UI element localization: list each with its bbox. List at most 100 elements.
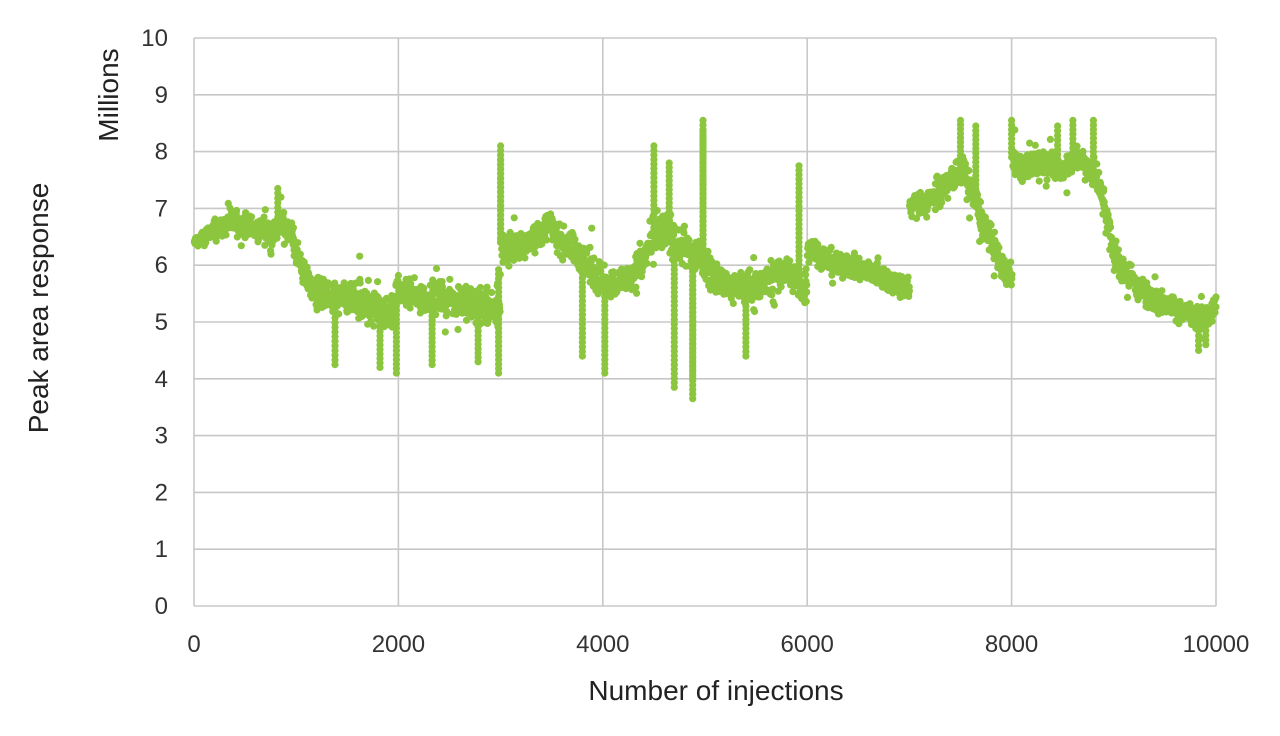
data-point	[280, 208, 288, 217]
data-point	[990, 228, 999, 236]
y-tick-label: 1	[155, 536, 168, 563]
outlier-point	[497, 156, 505, 164]
data-point	[680, 222, 689, 230]
data-point	[777, 283, 785, 291]
data-point	[296, 250, 304, 258]
data-point	[643, 259, 651, 267]
outlier-point	[495, 369, 503, 377]
data-point	[483, 283, 491, 291]
data-point	[443, 307, 451, 316]
data-point	[340, 279, 348, 287]
outlier-point	[689, 395, 697, 403]
data-point	[990, 272, 998, 280]
data-point	[638, 273, 646, 281]
outlier-point	[1008, 116, 1016, 124]
data-point	[786, 257, 794, 265]
outlier-point	[699, 116, 707, 124]
y-tick-label: 9	[155, 82, 168, 109]
data-point	[855, 254, 863, 262]
data-point	[1042, 182, 1050, 190]
y-tick-label: 4	[155, 366, 168, 393]
data-point	[590, 254, 598, 262]
data-point	[904, 273, 912, 281]
data-point	[420, 284, 428, 292]
data-point	[685, 236, 693, 244]
data-point	[476, 283, 484, 292]
outlier-point	[1195, 346, 1203, 354]
data-point	[543, 236, 551, 244]
data-point	[521, 254, 529, 262]
data-point	[261, 206, 269, 214]
data-point	[1208, 317, 1216, 325]
data-point	[571, 235, 579, 243]
data-point	[1127, 261, 1135, 269]
data-point	[356, 279, 364, 287]
data-point	[441, 328, 449, 336]
data-point	[374, 278, 382, 286]
data-point	[1007, 258, 1015, 266]
data-point	[987, 221, 995, 229]
data-point	[1043, 176, 1051, 184]
data-point	[1100, 185, 1108, 193]
data-point	[789, 288, 797, 296]
data-point	[814, 241, 822, 249]
data-point	[454, 325, 462, 334]
data-point	[1211, 308, 1219, 317]
y-tick-label: 5	[155, 309, 168, 336]
data-point	[1197, 292, 1205, 301]
data-point	[636, 239, 644, 247]
data-point	[905, 287, 914, 295]
data-point	[746, 266, 754, 274]
data-point	[1114, 246, 1122, 254]
data-point	[802, 265, 810, 273]
x-tick-label: 8000	[985, 631, 1038, 658]
data-point	[505, 262, 513, 270]
data-points	[190, 116, 1220, 403]
data-point	[713, 260, 721, 268]
data-point	[331, 279, 339, 287]
data-point	[222, 231, 230, 239]
data-point	[1212, 303, 1220, 311]
data-point	[944, 194, 952, 202]
data-point	[289, 224, 297, 232]
data-point	[874, 254, 882, 262]
outlier-point	[972, 122, 980, 130]
data-point	[965, 167, 973, 175]
data-point	[632, 283, 640, 291]
data-point	[803, 288, 811, 296]
data-point	[363, 289, 371, 297]
y-axis-title: Peak area response	[23, 183, 54, 434]
x-tick-label: 6000	[781, 631, 834, 658]
data-point	[802, 297, 810, 306]
data-point	[768, 291, 776, 299]
data-point	[446, 275, 454, 283]
y-tick-label: 7	[155, 195, 168, 222]
outlier-point	[1069, 116, 1077, 124]
data-point	[1026, 139, 1034, 147]
y-tick-label: 2	[155, 479, 168, 506]
data-point	[966, 214, 974, 222]
x-tick-label: 4000	[576, 631, 629, 658]
data-point	[1008, 271, 1016, 279]
y-tick-label: 10	[141, 25, 168, 52]
outlier-point	[497, 142, 505, 150]
data-point	[850, 249, 859, 257]
outlier-point	[601, 369, 609, 377]
data-point	[588, 224, 596, 232]
outlier-point	[1202, 341, 1210, 349]
y-unit-label: Millions	[93, 48, 124, 141]
x-axis-title: Number of injections	[588, 675, 843, 706]
outlier-point	[392, 369, 400, 377]
data-point	[729, 299, 737, 308]
data-point	[237, 242, 245, 250]
data-point	[803, 281, 811, 289]
y-tick-label: 8	[155, 139, 168, 166]
data-point	[394, 271, 402, 280]
data-point	[769, 285, 777, 293]
x-tick-labels: 0 2000 4000 6000 8000 10000	[187, 631, 1249, 658]
outlier-point	[274, 184, 282, 193]
data-point	[600, 261, 608, 269]
data-point	[1123, 293, 1132, 301]
outlier-point	[376, 363, 384, 371]
